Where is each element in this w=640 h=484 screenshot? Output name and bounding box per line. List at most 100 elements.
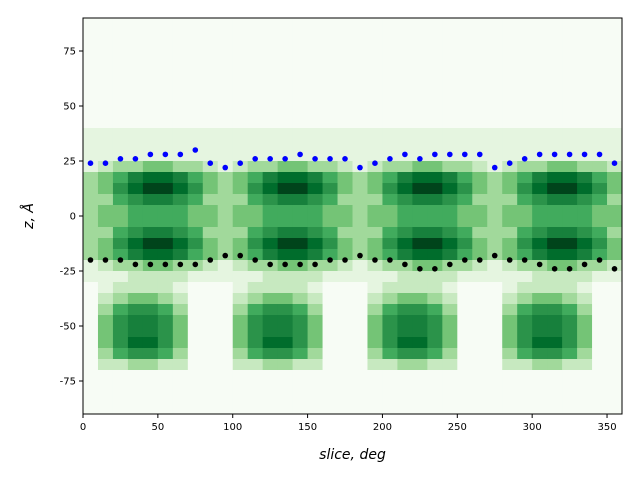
heatmap-cell (172, 216, 189, 228)
heatmap-cell (487, 194, 503, 206)
heatmap-cell (382, 227, 398, 239)
upper-boundary-point (402, 151, 408, 158)
heatmap-cell (97, 62, 114, 74)
upper-boundary-point (87, 160, 94, 166)
heatmap-cell (352, 238, 368, 250)
heatmap-cell (292, 348, 309, 360)
lower-boundary-point (102, 257, 109, 263)
heatmap-cell (607, 403, 623, 415)
heatmap-cell (577, 359, 593, 371)
heatmap-cell (457, 106, 473, 118)
heatmap-cell (532, 271, 548, 283)
heatmap-cell (607, 271, 623, 283)
heatmap-cell (112, 183, 129, 195)
heatmap-cell (277, 293, 294, 305)
heatmap-cell (532, 282, 548, 294)
heatmap-cell (292, 183, 309, 195)
heatmap-cell (322, 139, 339, 151)
heatmap-cell (307, 106, 324, 118)
heatmap-cell (97, 381, 114, 393)
heatmap-cell (412, 337, 428, 349)
heatmap-cell (202, 260, 219, 272)
heatmap-cell (442, 183, 458, 195)
heatmap-cell (202, 194, 219, 206)
heatmap-cell (607, 161, 623, 173)
heatmap-cell (517, 117, 533, 129)
heatmap-cell (532, 238, 548, 250)
heatmap-cell (607, 139, 623, 151)
heatmap-cell (307, 183, 324, 195)
heatmap-cell (322, 227, 339, 239)
heatmap-cell (322, 348, 339, 360)
heatmap-cell (277, 205, 294, 217)
heatmap-cell (397, 106, 413, 118)
heatmap-cell (592, 348, 608, 360)
heatmap-cell (607, 304, 623, 316)
heatmap-cell (442, 139, 458, 151)
upper-boundary-point (387, 156, 393, 162)
heatmap-cell (577, 293, 593, 305)
heatmap-cell (187, 359, 204, 371)
heatmap-cell (352, 216, 368, 228)
heatmap-cell (427, 51, 443, 63)
heatmap-cell (337, 216, 353, 228)
heatmap-cell (547, 139, 563, 151)
heatmap-cell (427, 293, 443, 305)
upper-boundary-point (207, 160, 214, 166)
heatmap-cell (502, 194, 518, 206)
heatmap-cell (412, 161, 428, 173)
heatmap-cell (112, 370, 129, 382)
heatmap-cell (112, 293, 129, 305)
heatmap-cell (502, 403, 518, 415)
heatmap-cell (217, 205, 234, 217)
lower-boundary-point (596, 257, 603, 263)
heatmap-cell (442, 194, 458, 206)
heatmap-cell (592, 238, 608, 250)
heatmap-cell (562, 183, 578, 195)
heatmap-cell (277, 348, 294, 360)
heatmap-cell (232, 348, 249, 360)
heatmap-cell (277, 326, 294, 338)
heatmap-cell (487, 326, 503, 338)
heatmap-cell (277, 40, 294, 52)
heatmap-cell (202, 161, 219, 173)
heatmap-cell (457, 260, 473, 272)
lower-boundary-point (447, 261, 453, 268)
lower-boundary-point (237, 252, 244, 259)
heatmap-cell (367, 106, 383, 118)
heatmap-cell (292, 128, 309, 140)
heatmap-cell (367, 150, 383, 162)
heatmap-cell (97, 51, 114, 63)
heatmap-cell (442, 326, 458, 338)
heatmap-cell (517, 40, 533, 52)
heatmap-cell (172, 293, 189, 305)
heatmap-cell (322, 29, 339, 41)
heatmap-cell (562, 392, 578, 404)
heatmap-cell (277, 271, 294, 283)
heatmap-cell (412, 227, 428, 239)
heatmap-cell (607, 326, 623, 338)
heatmap-cell (397, 315, 413, 327)
heatmap-cell (232, 194, 249, 206)
upper-boundary-point (312, 156, 318, 162)
heatmap-cell (442, 73, 458, 85)
heatmap-cell (517, 282, 533, 294)
heatmap-cell (442, 117, 458, 129)
heatmap-cell (502, 337, 518, 349)
heatmap-cell (277, 359, 294, 371)
heatmap-cell (547, 117, 563, 129)
heatmap-cell (307, 403, 324, 415)
heatmap-cell (262, 249, 279, 261)
heatmap-cell (517, 128, 533, 140)
upper-boundary-point (491, 164, 498, 171)
heatmap-cell (217, 139, 234, 151)
heatmap-cell (277, 227, 294, 239)
heatmap-cell (562, 227, 578, 239)
heatmap-cell (457, 51, 473, 63)
heatmap-cell (232, 29, 249, 41)
heatmap-cell (352, 359, 368, 371)
heatmap-cell (262, 392, 279, 404)
heatmap-cell (337, 29, 353, 41)
heatmap-cell (307, 117, 324, 129)
heatmap-cell (367, 128, 383, 140)
